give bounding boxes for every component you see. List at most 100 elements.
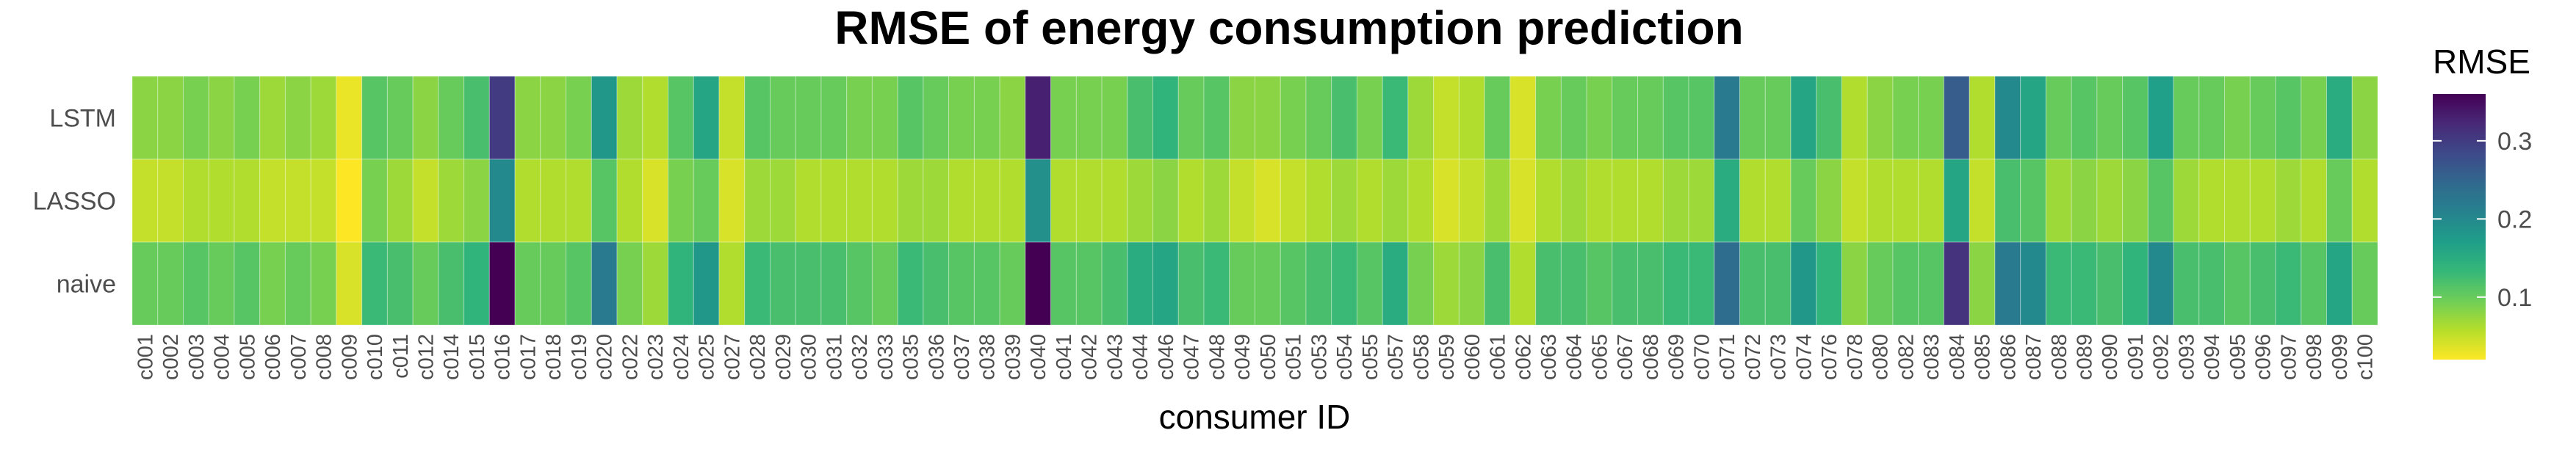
column-label-c024: c024 bbox=[670, 334, 693, 380]
heatmap-cell-lstm-c086 bbox=[1994, 76, 2021, 160]
heatmap-cell-lasso-c059 bbox=[1433, 159, 1460, 243]
heatmap-cell-naive-c038 bbox=[973, 241, 1000, 326]
heatmap-cell-lasso-c069 bbox=[1662, 159, 1689, 243]
heatmap-cell-lasso-c076 bbox=[1816, 159, 1842, 243]
column-label-c100: c100 bbox=[2354, 334, 2378, 380]
column-label-c070: c070 bbox=[1690, 334, 1714, 380]
heatmap-cell-lasso-c064 bbox=[1560, 159, 1587, 243]
heatmap-cell-lasso-c019 bbox=[566, 159, 592, 243]
heatmap-cell-lasso-c043 bbox=[1101, 159, 1128, 243]
heatmap-cell-lstm-c049 bbox=[1229, 76, 1256, 160]
column-label-c035: c035 bbox=[900, 334, 923, 380]
heatmap-cell-naive-c030 bbox=[795, 241, 822, 326]
column-label-c061: c061 bbox=[1487, 334, 1510, 380]
heatmap-cell-lstm-c096 bbox=[2249, 76, 2276, 160]
heatmap-cell-naive-c039 bbox=[999, 241, 1026, 326]
column-label-c010: c010 bbox=[364, 334, 387, 380]
heatmap-cell-lstm-c097 bbox=[2275, 76, 2302, 160]
heatmap-cell-lasso-c071 bbox=[1714, 159, 1741, 243]
heatmap-cell-lstm-c020 bbox=[591, 76, 618, 160]
heatmap-cell-naive-c082 bbox=[1892, 241, 1919, 326]
column-label-c096: c096 bbox=[2252, 334, 2276, 380]
column-label-c058: c058 bbox=[1410, 334, 1433, 380]
column-label-c099: c099 bbox=[2328, 334, 2352, 380]
heatmap-cell-lstm-c011 bbox=[386, 76, 414, 160]
heatmap-cell-lasso-c012 bbox=[412, 159, 439, 243]
column-label-c092: c092 bbox=[2150, 334, 2173, 380]
column-label-c064: c064 bbox=[1563, 334, 1587, 380]
heatmap-cell-naive-c059 bbox=[1433, 241, 1460, 326]
heatmap-cell-lstm-c060 bbox=[1458, 76, 1485, 160]
heatmap-cell-lstm-c048 bbox=[1203, 76, 1230, 160]
heatmap-cell-lasso-c032 bbox=[846, 159, 873, 243]
column-label-c011: c011 bbox=[389, 334, 413, 379]
column-label-c097: c097 bbox=[2277, 334, 2301, 380]
heatmap-cell-naive-c089 bbox=[2071, 241, 2098, 326]
heatmap-cell-lstm-c030 bbox=[795, 76, 822, 160]
heatmap-cell-lasso-c037 bbox=[948, 159, 975, 243]
chart-title: RMSE of energy consumption prediction bbox=[834, 1, 1743, 54]
heatmap-cell-naive-c028 bbox=[744, 241, 771, 326]
heatmap-cell-lstm-c033 bbox=[871, 76, 898, 160]
column-label-c015: c015 bbox=[466, 334, 489, 380]
x-axis-label: consumer ID bbox=[1159, 398, 1351, 436]
heatmap-cell-naive-c003 bbox=[182, 241, 209, 326]
heatmap-cell-lstm-c070 bbox=[1688, 76, 1715, 160]
column-label-c085: c085 bbox=[1971, 334, 1995, 380]
column-label-c027: c027 bbox=[721, 334, 744, 380]
column-label-c067: c067 bbox=[1614, 334, 1637, 380]
column-label-c068: c068 bbox=[1639, 334, 1663, 380]
heatmap-cell-lasso-c054 bbox=[1331, 159, 1357, 243]
heatmap-cell-lstm-c046 bbox=[1152, 76, 1179, 160]
column-label-c072: c072 bbox=[1742, 334, 1765, 380]
column-label-c037: c037 bbox=[950, 334, 974, 380]
heatmap-cell-lstm-c035 bbox=[897, 76, 924, 160]
column-label-c019: c019 bbox=[568, 334, 591, 380]
heatmap-cell-lasso-c092 bbox=[2147, 159, 2174, 243]
heatmap-cell-naive-c043 bbox=[1101, 241, 1128, 326]
heatmap-cell-lasso-c035 bbox=[897, 159, 924, 243]
heatmap-cell-lstm-c039 bbox=[999, 76, 1026, 160]
heatmap-cells bbox=[131, 76, 2378, 326]
heatmap-cell-lstm-c009 bbox=[336, 76, 363, 160]
heatmap-cell-lasso-c023 bbox=[642, 159, 669, 243]
heatmap-cell-lasso-c094 bbox=[2198, 159, 2226, 243]
heatmap-cell-naive-c099 bbox=[2326, 241, 2353, 326]
column-label-c033: c033 bbox=[874, 334, 898, 380]
column-label-c018: c018 bbox=[542, 334, 566, 380]
heatmap-cell-lstm-c015 bbox=[463, 76, 490, 160]
heatmap-cell-lasso-c065 bbox=[1586, 159, 1613, 243]
column-label-c048: c048 bbox=[1205, 334, 1229, 380]
heatmap-cell-lstm-c002 bbox=[157, 76, 184, 160]
heatmap-cell-naive-c053 bbox=[1305, 241, 1332, 326]
column-label-c090: c090 bbox=[2099, 334, 2122, 380]
heatmap-cell-naive-c061 bbox=[1484, 241, 1511, 326]
heatmap-cell-lasso-c070 bbox=[1688, 159, 1715, 243]
heatmap-cell-naive-c051 bbox=[1280, 241, 1307, 326]
heatmap-cell-lstm-c040 bbox=[1025, 76, 1052, 160]
column-label-c023: c023 bbox=[644, 334, 668, 380]
heatmap-cell-lasso-c072 bbox=[1739, 159, 1766, 243]
column-label-c017: c017 bbox=[516, 334, 540, 380]
heatmap-cell-naive-c097 bbox=[2275, 241, 2302, 326]
heatmap-cell-lstm-c098 bbox=[2301, 76, 2328, 160]
heatmap-cell-lstm-c054 bbox=[1331, 76, 1357, 160]
heatmap-cell-naive-c014 bbox=[438, 241, 465, 326]
heatmap-cell-lstm-c012 bbox=[412, 76, 439, 160]
column-label-c022: c022 bbox=[618, 334, 642, 380]
heatmap-cell-naive-c004 bbox=[208, 241, 235, 326]
heatmap-cell-lasso-c014 bbox=[438, 159, 465, 243]
heatmap-cell-lasso-c007 bbox=[284, 159, 311, 243]
colorbar-ticks: 0.1 0.2 0.3 bbox=[2433, 128, 2532, 312]
heatmap-cell-lasso-c100 bbox=[2351, 159, 2378, 243]
row-label-lstm: LSTM bbox=[49, 105, 116, 133]
heatmap-cell-lstm-c058 bbox=[1407, 76, 1435, 160]
heatmap-cell-lstm-c094 bbox=[2198, 76, 2226, 160]
heatmap-cell-lasso-c080 bbox=[1866, 159, 1894, 243]
column-label-c060: c060 bbox=[1461, 334, 1484, 380]
heatmap-cell-naive-c046 bbox=[1152, 241, 1179, 326]
heatmap-cell-lasso-c017 bbox=[514, 159, 541, 243]
colorbar-title: RMSE bbox=[2433, 43, 2530, 81]
heatmap-cell-lstm-c042 bbox=[1075, 76, 1103, 160]
